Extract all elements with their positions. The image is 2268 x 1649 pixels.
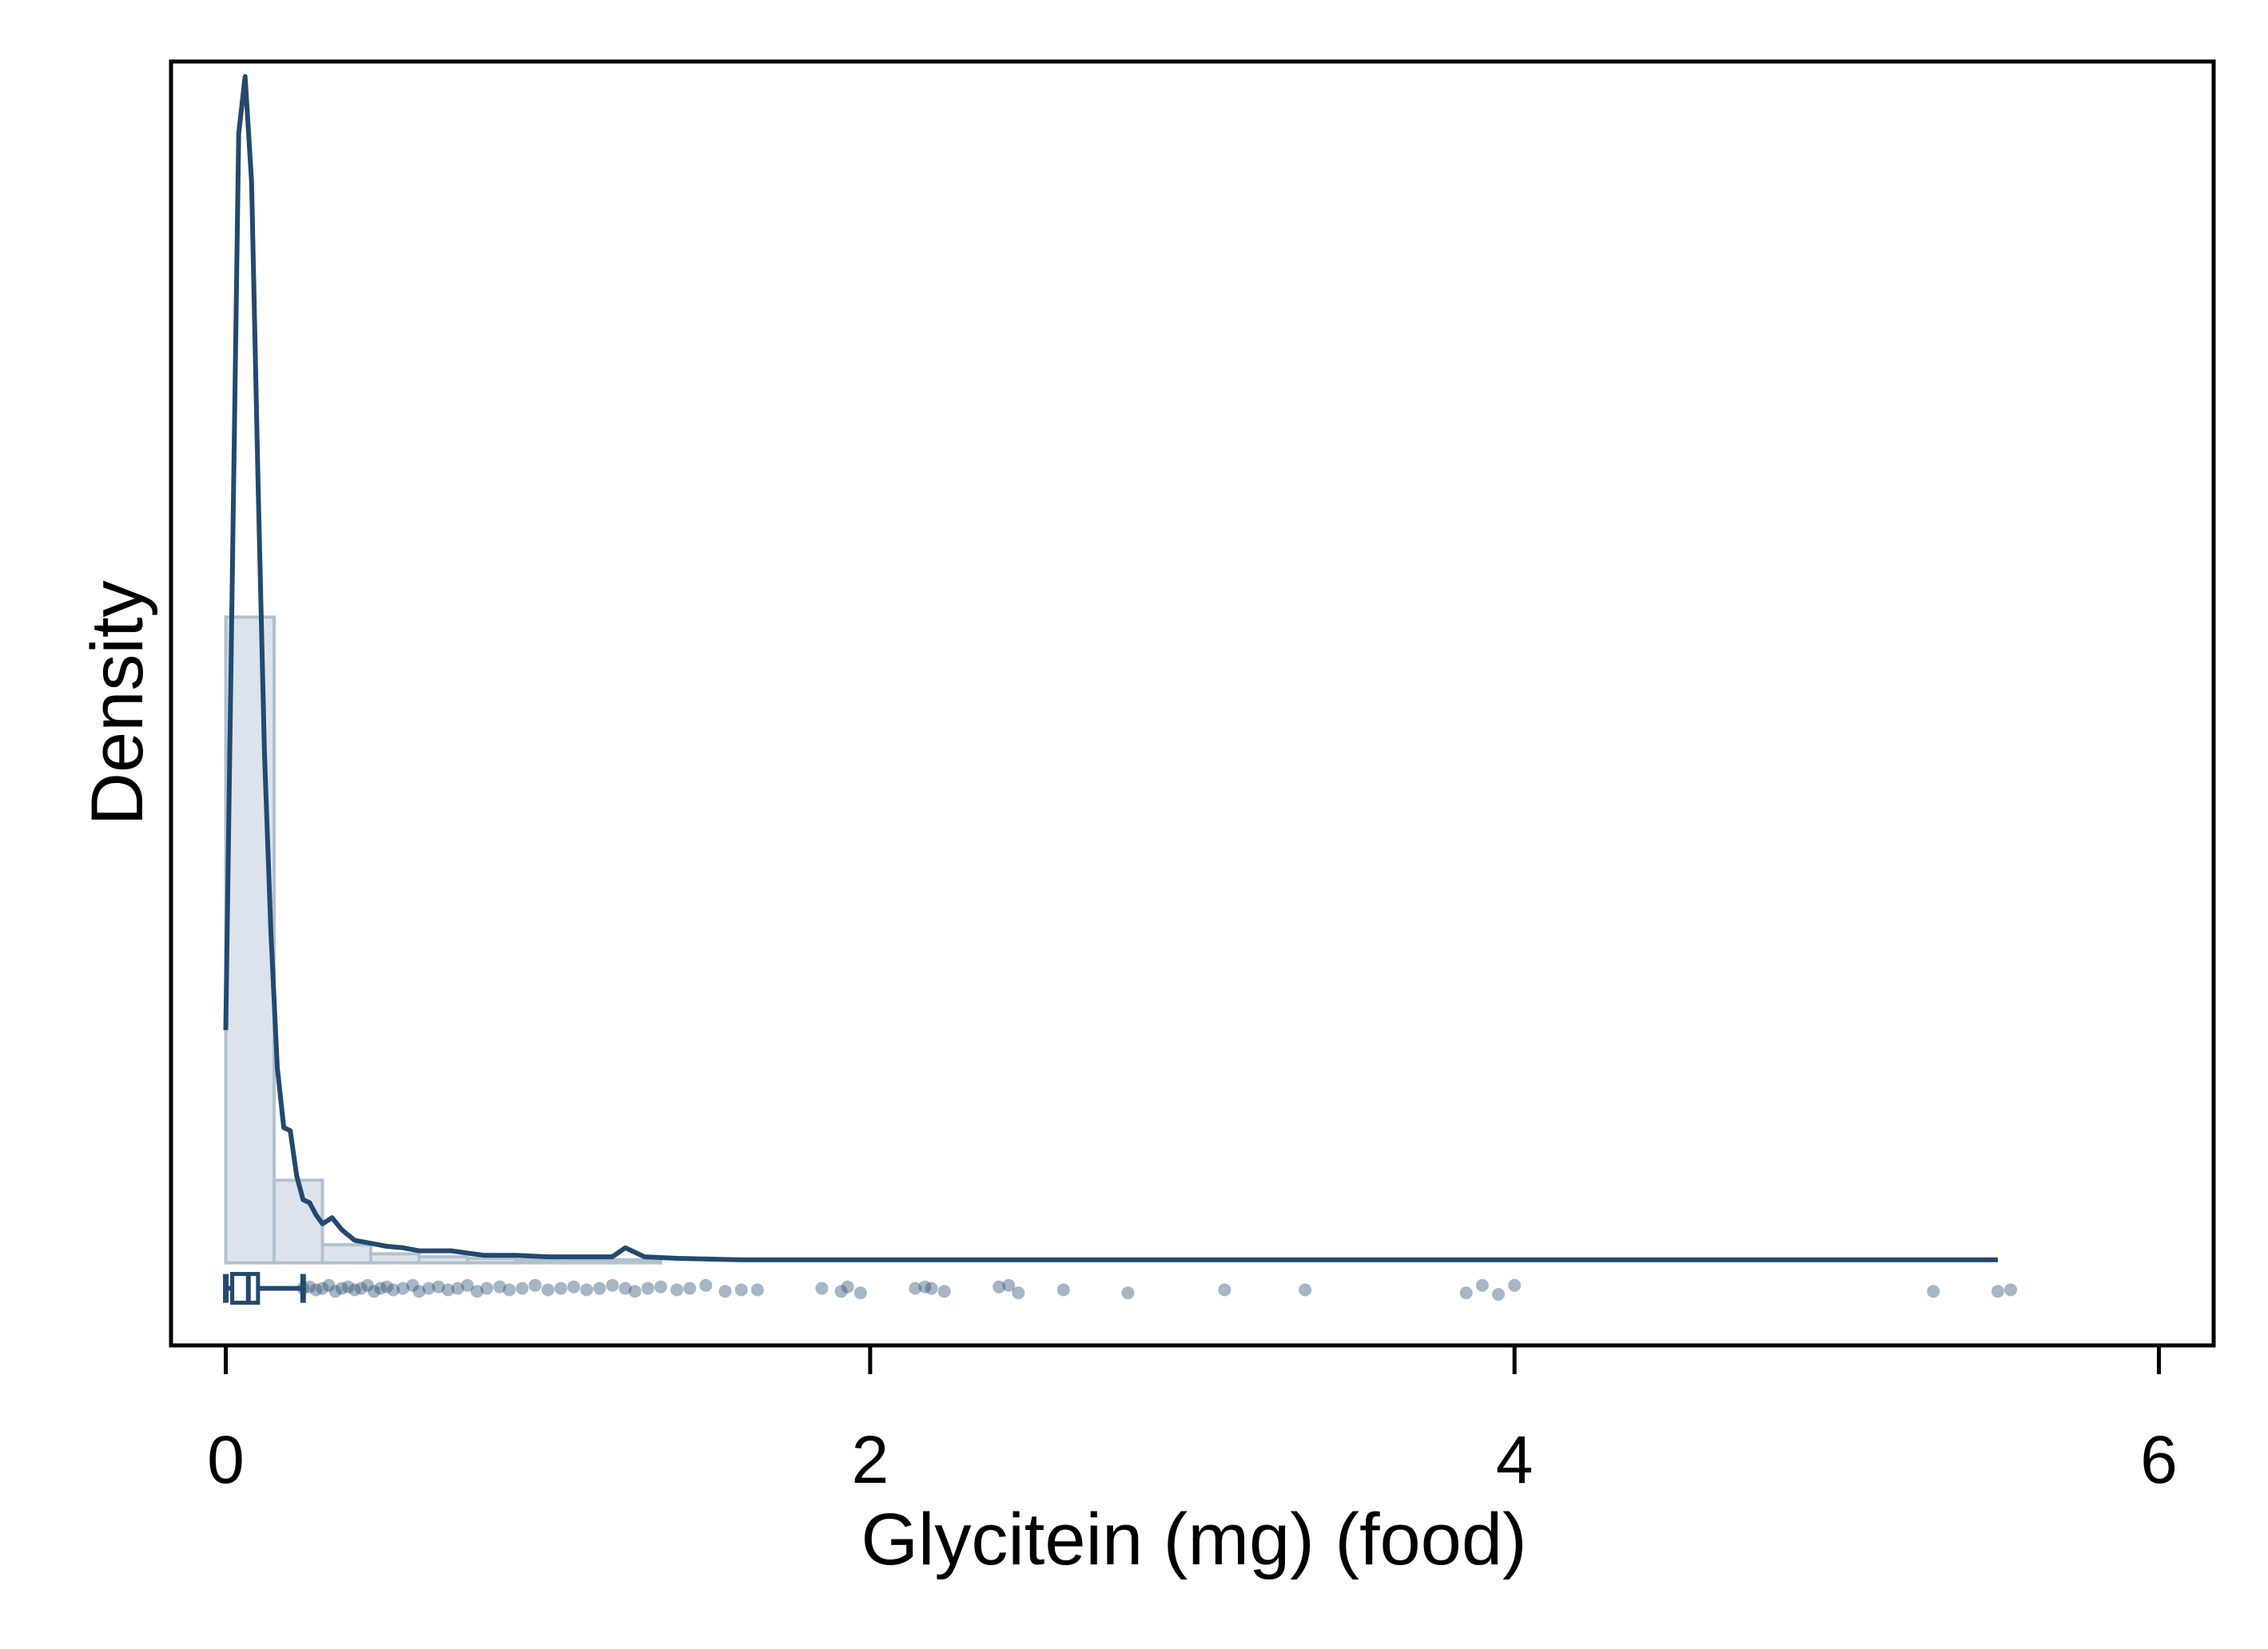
data-point	[580, 1283, 594, 1297]
data-point	[628, 1285, 642, 1298]
data-point	[1299, 1283, 1312, 1297]
data-point	[593, 1281, 607, 1295]
data-point	[1121, 1286, 1135, 1300]
boxplot	[223, 1272, 306, 1305]
data-point	[1459, 1286, 1473, 1300]
histogram-bar	[562, 1258, 615, 1265]
data-point	[515, 1281, 529, 1295]
box-iqr	[230, 1272, 261, 1305]
histogram-bar	[224, 615, 277, 1265]
data-point	[396, 1281, 410, 1295]
data-point	[528, 1278, 542, 1292]
data-point	[1491, 1288, 1505, 1301]
data-point	[1508, 1278, 1522, 1292]
data-point	[374, 1281, 388, 1295]
data-point	[354, 1281, 368, 1295]
data-point	[367, 1285, 380, 1298]
data-point	[360, 1278, 374, 1292]
data-point	[348, 1283, 361, 1297]
data-point	[993, 1280, 1006, 1293]
data-point	[554, 1281, 567, 1295]
data-point	[451, 1281, 464, 1295]
plot-frame	[169, 59, 2216, 1348]
data-point	[567, 1280, 580, 1293]
data-point	[541, 1283, 555, 1297]
data-point	[480, 1281, 494, 1295]
x-tick-label: 6	[2140, 1422, 2178, 1497]
x-axis-title: Glycitein (mg) (food)	[861, 1499, 1526, 1580]
data-point	[380, 1280, 394, 1293]
data-point	[322, 1278, 336, 1292]
data-point	[316, 1281, 329, 1295]
data-point	[834, 1285, 848, 1298]
data-point	[606, 1278, 619, 1292]
data-point	[1475, 1278, 1489, 1292]
data-point	[925, 1281, 938, 1295]
data-point	[853, 1286, 867, 1300]
histogram-bar	[465, 1256, 518, 1265]
data-point	[2004, 1283, 2018, 1297]
data-point	[670, 1283, 683, 1297]
data-point	[412, 1285, 426, 1298]
data-point	[387, 1283, 400, 1297]
data-point	[470, 1285, 483, 1298]
data-point	[1002, 1278, 1016, 1292]
data-point	[1991, 1285, 2004, 1298]
density-curve	[223, 74, 1998, 1262]
data-point	[841, 1280, 854, 1293]
data-point	[718, 1285, 732, 1298]
data-point	[750, 1283, 764, 1297]
data-point	[335, 1281, 348, 1295]
data-point	[918, 1280, 932, 1293]
data-point	[654, 1280, 667, 1293]
data-point	[422, 1281, 436, 1295]
data-point	[309, 1283, 323, 1297]
data-point	[493, 1280, 507, 1293]
data-point	[815, 1281, 829, 1295]
x-tick-label: 2	[851, 1422, 889, 1497]
data-point	[683, 1281, 697, 1295]
histogram-bar	[611, 1258, 662, 1265]
data-point	[328, 1285, 342, 1298]
data-point	[909, 1281, 922, 1295]
x-tick-label: 0	[207, 1422, 245, 1497]
histogram-bar	[368, 1252, 421, 1265]
data-point	[619, 1281, 632, 1295]
data-point	[937, 1285, 951, 1298]
data-point	[1012, 1286, 1025, 1300]
x-tick-label: 4	[1496, 1422, 1534, 1497]
x-axis: 0 2 4 6	[207, 1345, 2178, 1497]
y-axis-title: Density	[77, 581, 158, 826]
data-point	[503, 1283, 516, 1297]
histogram-bar	[417, 1255, 469, 1265]
data-point	[303, 1280, 316, 1293]
data-point	[341, 1280, 355, 1293]
outlier-points	[296, 1278, 2018, 1301]
data-point	[641, 1281, 655, 1295]
data-point	[432, 1280, 445, 1293]
data-point	[1218, 1283, 1231, 1297]
data-point	[699, 1278, 713, 1292]
histogram-bar	[320, 1243, 372, 1265]
data-point	[1056, 1283, 1070, 1297]
histogram-bar	[273, 1178, 324, 1265]
data-point	[734, 1283, 748, 1297]
data-point	[1927, 1285, 1940, 1298]
histogram-bar	[514, 1258, 566, 1265]
density-curve-layer	[223, 74, 1998, 1262]
data-point	[406, 1278, 420, 1292]
data-point	[441, 1283, 455, 1297]
data-point	[460, 1278, 474, 1292]
